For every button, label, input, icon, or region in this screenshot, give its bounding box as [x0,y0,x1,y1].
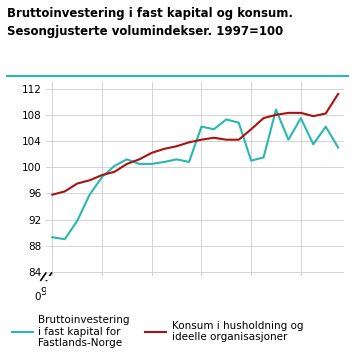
Legend: Bruttoinvestering
i fast kapital for
Fastlands-Norge, Konsum i husholdning og
id: Bruttoinvestering i fast kapital for Fas… [12,315,303,348]
Text: Bruttoinvestering i fast kapital og konsum.: Bruttoinvestering i fast kapital og kons… [7,7,293,20]
Text: Sesongjusterte volumindekser. 1997=100: Sesongjusterte volumindekser. 1997=100 [7,25,283,38]
